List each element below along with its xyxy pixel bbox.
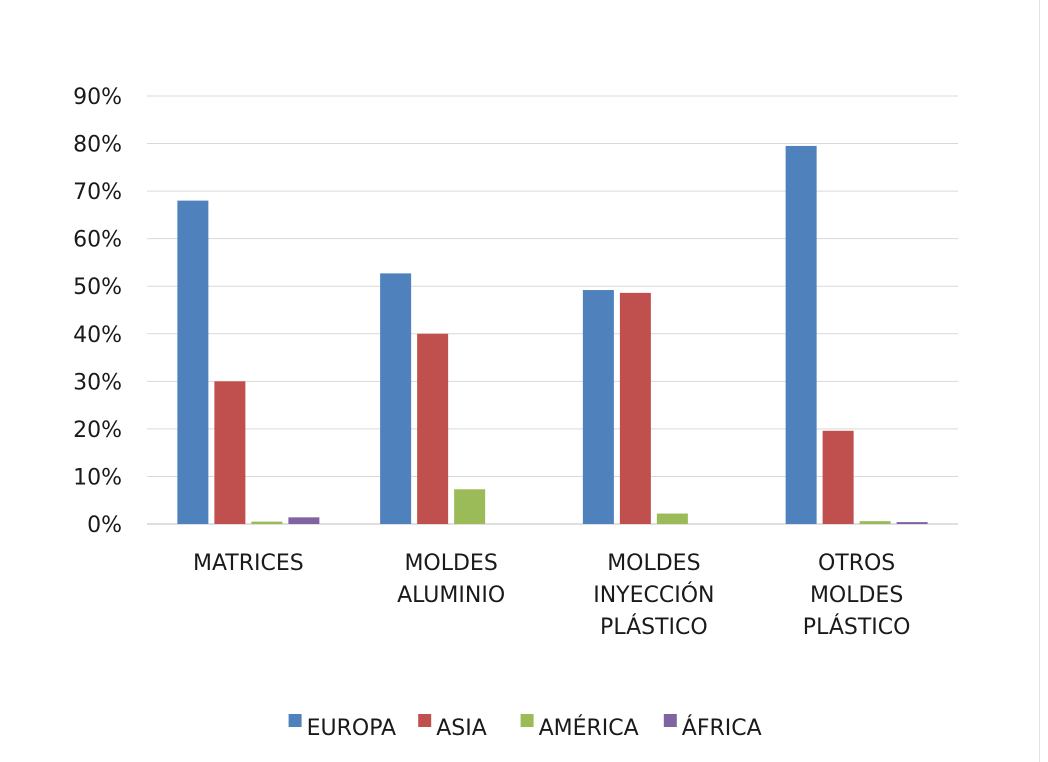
bar-áfrica — [896, 522, 928, 524]
legend-label: AMÉRICA — [539, 715, 639, 741]
y-tick-label: 70% — [73, 180, 122, 205]
bar-américa — [656, 513, 688, 524]
bar-europa — [582, 290, 614, 524]
x-tick-label: MATRICES — [193, 551, 304, 576]
legend-label: ASIA — [436, 716, 487, 741]
y-tick-label: 90% — [73, 85, 122, 110]
x-tick-label: PLÁSTICO — [803, 614, 911, 640]
legend-swatch — [663, 714, 677, 727]
x-tick-label: ALUMINIO — [397, 583, 505, 608]
bar-europa — [380, 273, 412, 524]
x-tick-label: PLÁSTICO — [600, 614, 708, 640]
legend-label: ÁFRICA — [682, 715, 762, 741]
y-tick-label: 10% — [73, 465, 122, 490]
bar-europa — [177, 200, 209, 524]
legend-swatch — [288, 714, 302, 727]
y-tick-label: 50% — [73, 275, 122, 300]
x-tick-label: MOLDES — [404, 551, 497, 576]
bar-américa — [454, 489, 486, 524]
bar-asia — [822, 430, 854, 524]
bar-américa — [859, 521, 891, 524]
x-tick-label: MOLDES — [607, 551, 700, 576]
bar-américa — [251, 521, 283, 524]
x-tick-label: OTROS — [818, 551, 895, 576]
bar-asia — [214, 381, 246, 524]
legend-swatch — [520, 714, 534, 727]
bar-asia — [619, 292, 651, 524]
legend-swatch — [418, 714, 432, 727]
y-tick-label: 40% — [73, 323, 122, 348]
y-tick-label: 20% — [73, 418, 122, 443]
bar-asia — [417, 333, 449, 524]
x-tick-label: INYECCIÓN — [593, 582, 714, 608]
y-tick-label: 30% — [73, 370, 122, 395]
legend-label: EUROPA — [307, 716, 397, 741]
y-tick-label: 80% — [73, 133, 122, 158]
bar-áfrica — [288, 517, 320, 524]
y-tick-label: 0% — [87, 513, 122, 538]
x-tick-label: MOLDES — [810, 583, 903, 608]
y-tick-label: 60% — [73, 228, 122, 253]
bar-europa — [785, 145, 817, 524]
